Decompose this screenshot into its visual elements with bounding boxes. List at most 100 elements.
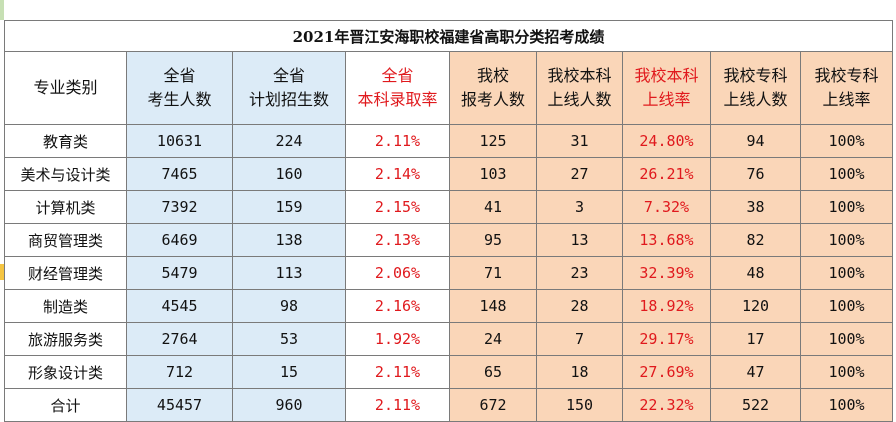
cell-major-name[interactable]: 形象设计类 [4,355,127,389]
cell-school-applicants[interactable]: 672 [449,388,537,422]
cell-province-candidates[interactable]: 7465 [126,157,233,191]
cell-school-college-count[interactable]: 48 [710,256,801,290]
cell-school-bachelor-count[interactable]: 150 [536,388,623,422]
cell-school-college-count[interactable]: 522 [710,388,801,422]
cell-province-quota[interactable]: 53 [232,322,346,356]
cell-school-bachelor-rate[interactable]: 24.80% [622,124,711,158]
cell-province-rate[interactable]: 2.14% [345,157,450,191]
cell-province-quota[interactable]: 113 [232,256,346,290]
cell-school-applicants[interactable]: 65 [449,355,537,389]
cell-school-applicants[interactable]: 41 [449,190,537,224]
cell-school-college-rate[interactable]: 100% [800,190,893,224]
cell-school-college-rate[interactable]: 100% [800,157,893,191]
cell-school-bachelor-count[interactable]: 13 [536,223,623,257]
cell-school-college-count[interactable]: 94 [710,124,801,158]
cell-province-quota[interactable]: 138 [232,223,346,257]
cell-province-candidates[interactable]: 4545 [126,289,233,323]
cell-school-bachelor-count[interactable]: 27 [536,157,623,191]
table-row: 教育类 10631 224 2.11% 125 31 24.80% 94 100% [4,124,893,158]
header-school-bachelor-rate[interactable]: 我校本科 上线率 [622,51,711,125]
cell-major-name[interactable]: 商贸管理类 [4,223,127,257]
cell-province-candidates[interactable]: 45457 [126,388,233,422]
table-title[interactable]: 2021年晋江安海职校福建省高职分类招考成绩 [4,20,893,52]
cell-school-college-count[interactable]: 47 [710,355,801,389]
cell-major-name[interactable]: 合计 [4,388,127,422]
header-line1: 专业类别 [33,78,98,97]
header-school-applicants[interactable]: 我校 报考人数 [449,51,537,125]
cell-major-name[interactable]: 旅游服务类 [4,322,127,356]
cell-school-bachelor-rate[interactable]: 18.92% [622,289,711,323]
cell-school-college-count[interactable]: 120 [710,289,801,323]
header-school-college-count[interactable]: 我校专科 上线人数 [710,51,801,125]
cell-province-rate[interactable]: 2.11% [345,355,450,389]
cell-school-college-rate[interactable]: 100% [800,223,893,257]
cell-school-bachelor-rate[interactable]: 13.68% [622,223,711,257]
cell-province-candidates[interactable]: 5479 [126,256,233,290]
cell-province-rate[interactable]: 2.11% [345,124,450,158]
cell-school-college-rate[interactable]: 100% [800,289,893,323]
cell-school-bachelor-rate[interactable]: 32.39% [622,256,711,290]
cell-province-candidates[interactable]: 6469 [126,223,233,257]
cell-school-bachelor-rate[interactable]: 29.17% [622,322,711,356]
cell-province-candidates[interactable]: 712 [126,355,233,389]
cell-school-college-rate[interactable]: 100% [800,256,893,290]
cell-province-candidates[interactable]: 2764 [126,322,233,356]
cell-province-rate[interactable]: 2.15% [345,190,450,224]
header-line1: 我校专科 [723,66,788,85]
cell-school-bachelor-rate[interactable]: 7.32% [622,190,711,224]
cell-school-bachelor-rate[interactable]: 26.21% [622,157,711,191]
cell-school-college-count[interactable]: 38 [710,190,801,224]
cell-school-college-count[interactable]: 76 [710,157,801,191]
cell-school-bachelor-count[interactable]: 31 [536,124,623,158]
cell-province-quota[interactable]: 224 [232,124,346,158]
cell-school-applicants[interactable]: 103 [449,157,537,191]
cell-province-candidates[interactable]: 7392 [126,190,233,224]
cell-school-college-rate[interactable]: 100% [800,355,893,389]
cell-school-applicants[interactable]: 95 [449,223,537,257]
cell-school-applicants[interactable]: 148 [449,289,537,323]
cell-major-name[interactable]: 教育类 [4,124,127,158]
cell-school-bachelor-count[interactable]: 18 [536,355,623,389]
cell-school-applicants[interactable]: 125 [449,124,537,158]
cell-school-bachelor-rate[interactable]: 27.69% [622,355,711,389]
cell-major-name[interactable]: 财经管理类 [4,256,127,290]
cell-province-rate[interactable]: 2.06% [345,256,450,290]
header-major[interactable]: 专业类别 [4,51,127,125]
cell-province-rate[interactable]: 1.92% [345,322,450,356]
cell-school-college-count[interactable]: 82 [710,223,801,257]
header-province-rate[interactable]: 全省 本科录取率 [345,51,450,125]
header-province-candidates[interactable]: 全省 考生人数 [126,51,233,125]
header-school-college-rate[interactable]: 我校专科 上线率 [800,51,893,125]
cell-major-name[interactable]: 制造类 [4,289,127,323]
header-line2: 计划招生数 [248,90,329,109]
cell-school-college-rate[interactable]: 100% [800,124,893,158]
cell-school-college-rate[interactable]: 100% [800,388,893,422]
cell-school-applicants[interactable]: 71 [449,256,537,290]
header-line1: 我校本科 [634,66,699,85]
cell-school-bachelor-count[interactable]: 23 [536,256,623,290]
cell-school-applicants[interactable]: 24 [449,322,537,356]
cell-school-bachelor-count[interactable]: 28 [536,289,623,323]
cell-province-candidates[interactable]: 10631 [126,124,233,158]
cell-province-quota[interactable]: 160 [232,157,346,191]
cell-province-quota[interactable]: 15 [232,355,346,389]
cell-province-quota[interactable]: 98 [232,289,346,323]
cell-school-bachelor-count[interactable]: 3 [536,190,623,224]
cell-major-name[interactable]: 计算机类 [4,190,127,224]
cell-school-college-rate[interactable]: 100% [800,322,893,356]
cell-province-rate[interactable]: 2.16% [345,289,450,323]
cell-province-quota[interactable]: 960 [232,388,346,422]
header-province-quota[interactable]: 全省 计划招生数 [232,51,346,125]
table-row: 美术与设计类 7465 160 2.14% 103 27 26.21% 76 100% [4,157,893,191]
cell-school-bachelor-count[interactable]: 7 [536,322,623,356]
cell-province-quota[interactable]: 159 [232,190,346,224]
header-school-bachelor-count[interactable]: 我校本科 上线人数 [536,51,623,125]
table-row: 计算机类 7392 159 2.15% 41 3 7.32% 38 100% [4,190,893,224]
cell-province-rate[interactable]: 2.11% [345,388,450,422]
cell-major-name[interactable]: 美术与设计类 [4,157,127,191]
cell-school-college-count[interactable]: 17 [710,322,801,356]
cell-province-rate[interactable]: 2.13% [345,223,450,257]
header-line2: 上线率 [642,90,691,109]
cell-school-bachelor-rate[interactable]: 22.32% [622,388,711,422]
